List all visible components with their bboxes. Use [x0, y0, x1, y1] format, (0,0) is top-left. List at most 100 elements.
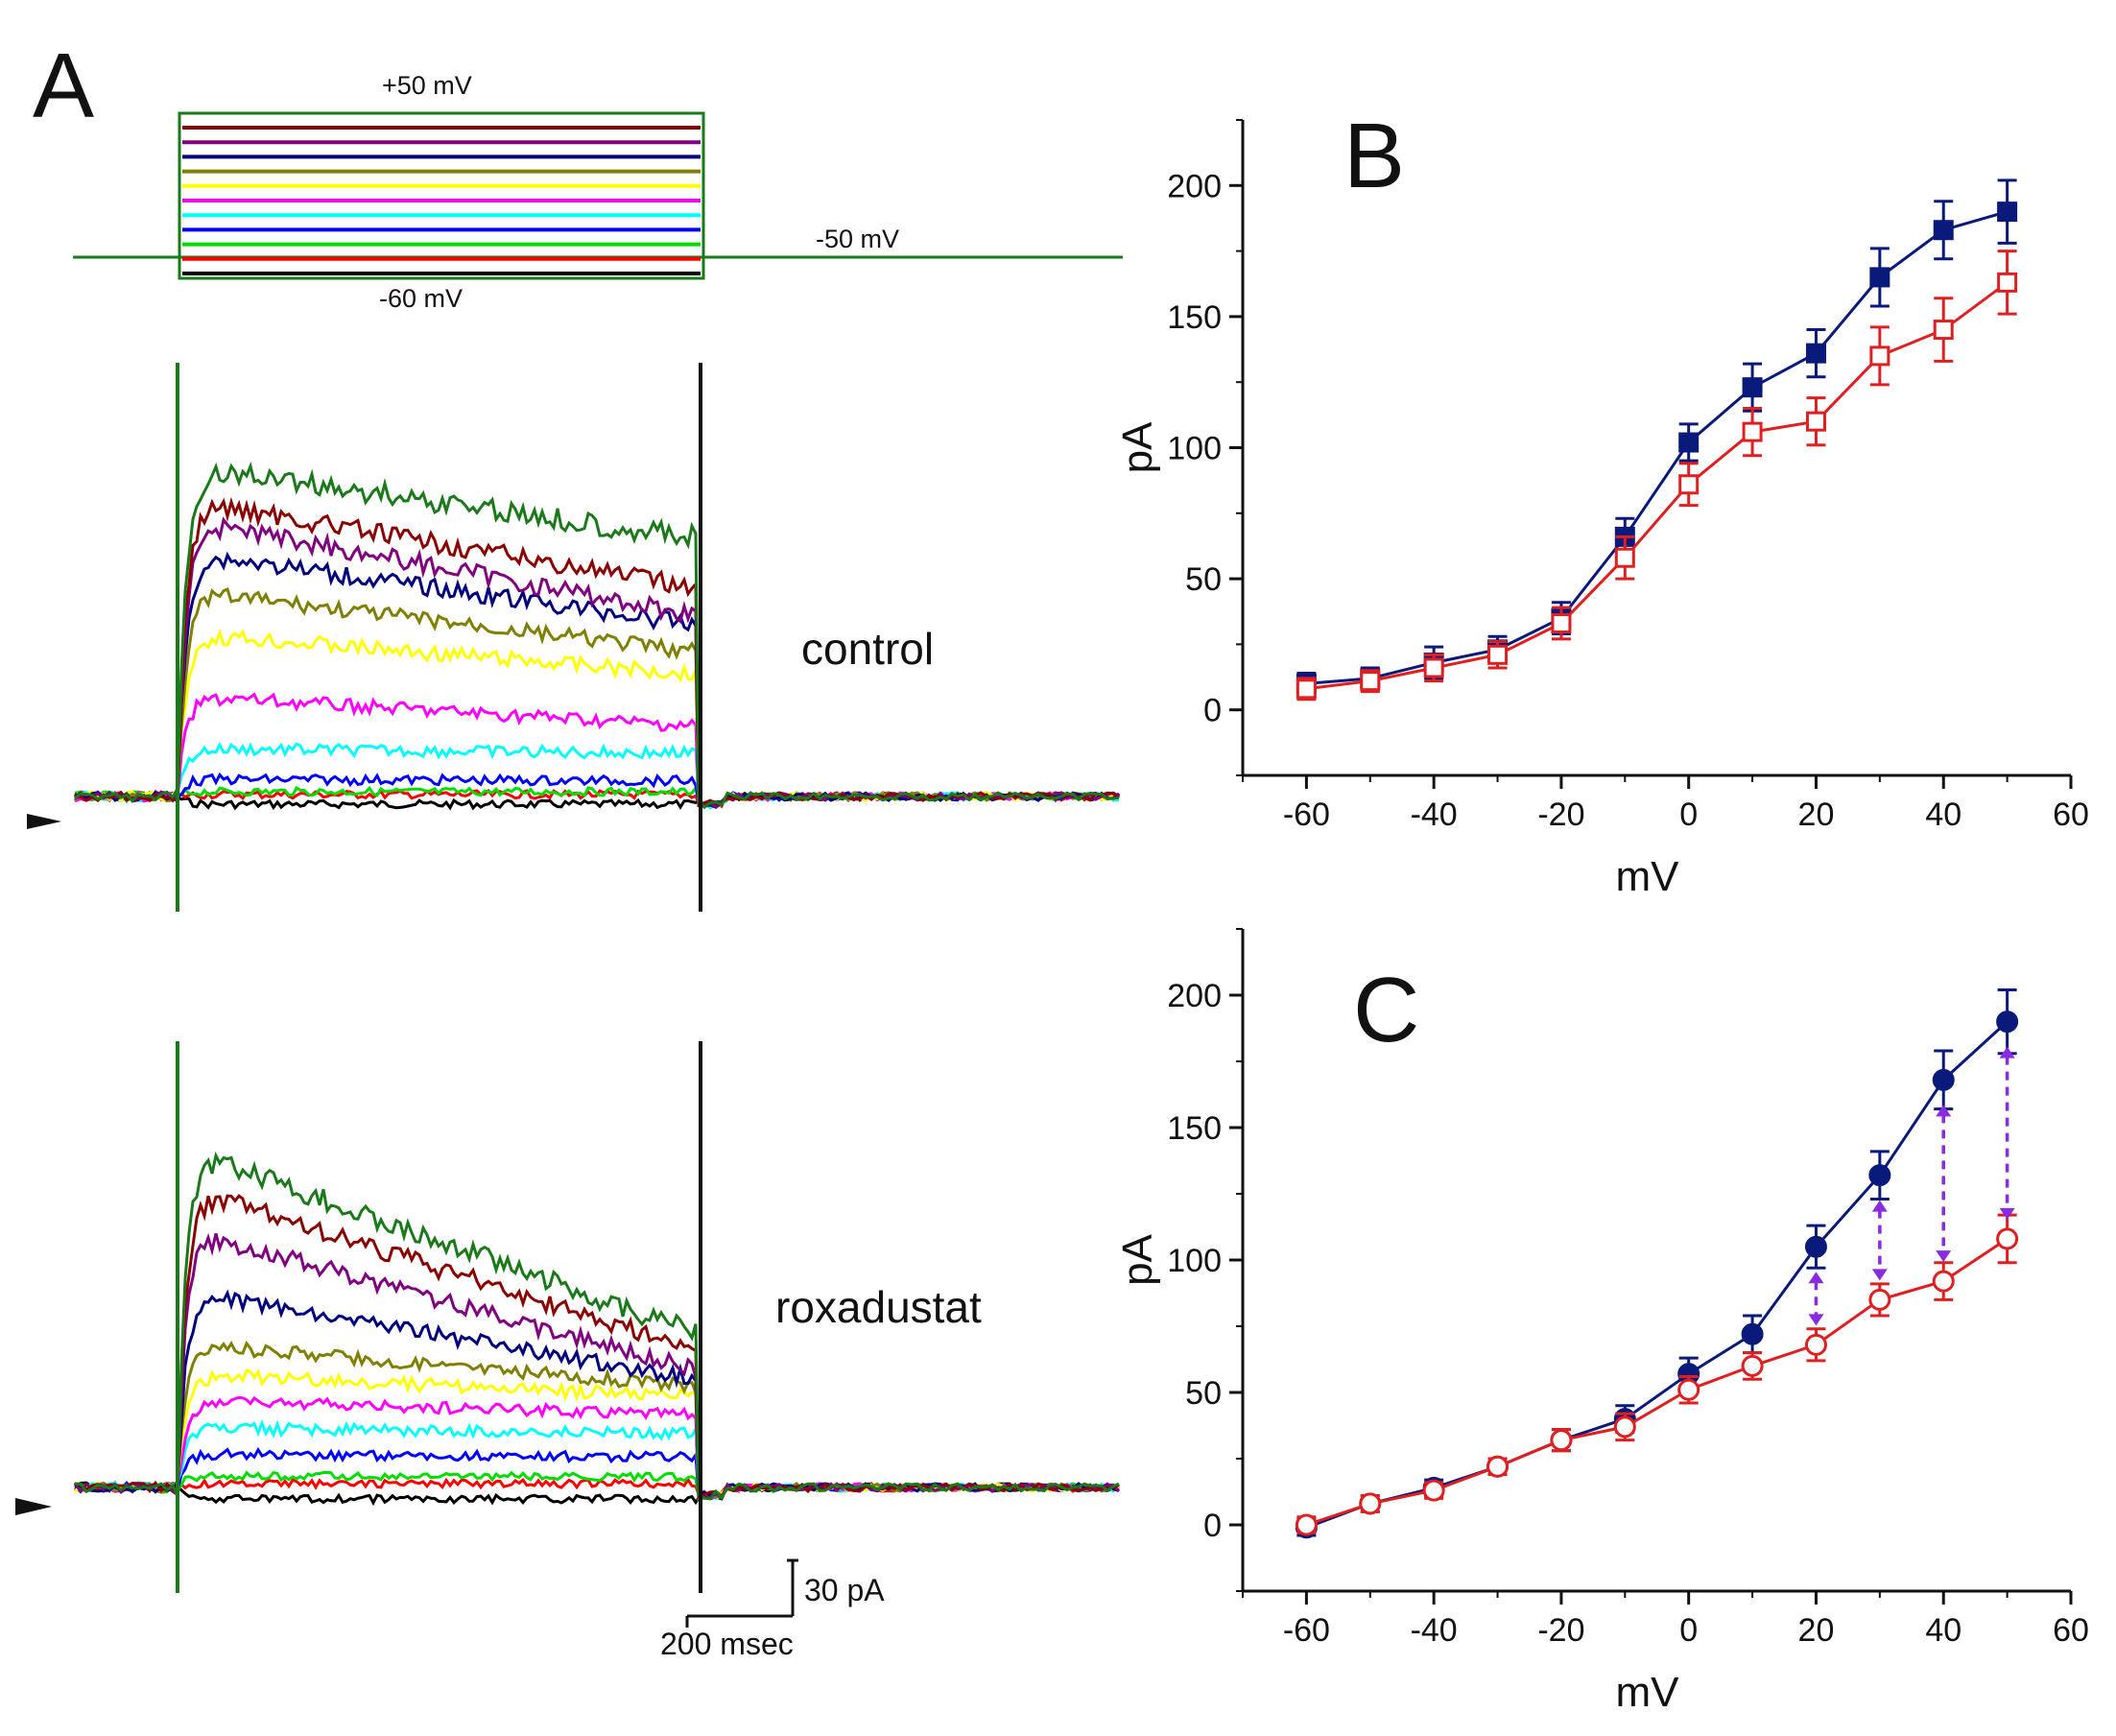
chart-c-arrowhead-down-icon	[1999, 1207, 2015, 1220]
chart-c-y-tick-label: 150	[1167, 1110, 1222, 1147]
control-trace-8	[74, 551, 1120, 809]
chart-b-y-tick-label: 200	[1167, 168, 1222, 204]
chart-b-series-roxadustat-point	[1487, 644, 1509, 665]
control-label: control	[801, 624, 934, 674]
chart-c-arrowhead-down-icon	[1936, 1250, 1952, 1263]
chart-c-series-control-point	[1741, 1322, 1764, 1345]
chart-c-series-roxadustat-point	[1359, 1492, 1382, 1515]
roxadustat-baseline-arrowhead-icon	[15, 1498, 52, 1515]
chart-b-series-control-point	[1805, 343, 1826, 364]
roxadustat-trace-11	[74, 1151, 1120, 1501]
chart-c-series-roxadustat-point	[1932, 1270, 1955, 1293]
step-frame	[178, 111, 705, 280]
chart-b-series-roxadustat-point	[1997, 272, 2018, 293]
chart-c-arrowhead-up-icon	[1936, 1105, 1952, 1117]
chart-c-series-control-line	[1305, 1020, 2009, 1530]
chart-b-series-roxadustat-point	[1614, 547, 1635, 568]
chart-b-series-control-point	[1997, 202, 2018, 223]
chart-b-x-tick-label: 20	[1798, 797, 1835, 833]
chart-c-series-roxadustat-point	[1613, 1415, 1636, 1439]
chart-b-y-tick-label: 100	[1167, 431, 1222, 467]
scale-current-label: 30 pA	[804, 1573, 885, 1607]
chart-c-series-roxadustat-point	[1295, 1513, 1318, 1536]
chart-b-x-axis-label: mV	[1616, 853, 1680, 900]
chart-c-series-control-point	[1868, 1164, 1891, 1187]
chart-b-series-roxadustat-point	[1933, 320, 1954, 341]
chart-c-x-tick-label: 20	[1798, 1612, 1835, 1649]
chart-c-x-tick-label: 40	[1925, 1612, 1961, 1649]
chart-c-arrowhead-down-icon	[1871, 1269, 1888, 1281]
chart-c-series-roxadustat-point	[1486, 1455, 1510, 1478]
chart-c-y-tick-label: 200	[1167, 978, 1222, 1014]
chart-b-series-control-point	[1933, 220, 1954, 241]
chart-c-y-axis-label: pA	[1114, 1233, 1161, 1285]
scale-time-label: 200 msec	[660, 1627, 794, 1661]
chart-b-x-tick-label: 60	[2053, 797, 2089, 833]
chart-b-series-roxadustat-point	[1742, 421, 1763, 442]
chart-b-y-tick-label: 50	[1185, 561, 1222, 598]
protocol-bottom-label: -60 mV	[379, 284, 463, 313]
chart-c-arrowhead-up-icon	[1999, 1046, 2015, 1058]
roxadustat-trace-10	[74, 1194, 1120, 1501]
control-trace-7	[73, 586, 1120, 808]
chart-b-series-control-point	[1869, 267, 1890, 288]
panel-label-c: C	[1353, 959, 1419, 1061]
chart-b-y-axis-label: pA	[1114, 421, 1161, 473]
chart-c-arrowhead-down-icon	[1808, 1314, 1824, 1326]
chart-c-x-axis-label: mV	[1616, 1669, 1680, 1716]
panel-label-b: B	[1343, 105, 1405, 207]
roxadustat-label: roxadustat	[775, 1282, 982, 1332]
chart-c-series-control-point	[1996, 1011, 2019, 1034]
chart-b-series-roxadustat-point	[1360, 671, 1381, 692]
chart-c-x-tick-label: -40	[1411, 1612, 1458, 1649]
control-current-traces	[73, 363, 1121, 912]
chart-b-series-roxadustat-point	[1423, 657, 1444, 678]
iv-chart-b: -60 -40 -20 0 20 40 60 0 50 100 150 200 mV pA	[1114, 119, 2089, 900]
roxadustat-current-traces	[73, 1041, 1121, 1593]
chart-b-x-tick-label: 40	[1925, 797, 1961, 833]
control-trace-10	[74, 496, 1120, 808]
chart-b-series-roxadustat-point	[1869, 345, 1890, 367]
chart-c-series-control-point	[1932, 1068, 1955, 1091]
chart-c-series-roxadustat-point	[1422, 1479, 1445, 1502]
chart-c-series-roxadustat-point	[1677, 1378, 1700, 1401]
chart-c-arrowhead-up-icon	[1808, 1272, 1824, 1284]
chart-c-series-roxadustat-point	[1868, 1288, 1891, 1311]
control-trace-11	[74, 462, 1120, 809]
iv-chart-c: -60 -40 -20 0 20 40 60 0 50 100 150 200 mV pA	[1114, 928, 2089, 1716]
voltage-protocol	[73, 111, 1123, 280]
chart-b-series-roxadustat-line	[1306, 281, 2009, 691]
protocol-top-label: +50 mV	[382, 71, 472, 100]
chart-c-x-tick-label: 60	[2053, 1612, 2089, 1649]
control-trace-5	[74, 692, 1120, 807]
protocol-holding-label: -50 mV	[816, 225, 899, 253]
chart-c-x-tick-label: -20	[1537, 1612, 1584, 1649]
chart-c-series-control-point	[1804, 1235, 1827, 1258]
chart-c-series-roxadustat-point	[1996, 1227, 2019, 1250]
chart-c-x-tick-label: 0	[1679, 1612, 1698, 1649]
chart-c-series-roxadustat-point	[1804, 1333, 1827, 1356]
chart-c-y-tick-label: 0	[1203, 1508, 1222, 1544]
roxadustat-trace-9	[73, 1232, 1121, 1501]
chart-b-series-roxadustat-point	[1805, 411, 1826, 432]
chart-b-y-tick-label: 0	[1203, 693, 1222, 729]
chart-c-arrowhead-up-icon	[1871, 1200, 1888, 1212]
chart-c-series-roxadustat-point	[1741, 1354, 1764, 1377]
chart-b-x-tick-label: -20	[1537, 797, 1584, 833]
chart-b-series-roxadustat-point	[1678, 474, 1700, 495]
chart-b-x-tick-label: -60	[1283, 797, 1330, 833]
chart-b-series-roxadustat-point	[1296, 678, 1317, 700]
chart-b-series-control-line	[1306, 210, 2009, 685]
scale-bar	[685, 1558, 798, 1628]
chart-c-y-tick-label: 100	[1167, 1243, 1222, 1279]
chart-b-series-roxadustat-point	[1551, 613, 1572, 634]
chart-b-y-tick-label: 150	[1167, 299, 1222, 336]
panel-label-a: A	[33, 35, 94, 137]
chart-b-series-control-point	[1742, 377, 1763, 398]
chart-c-y-tick-label: 50	[1185, 1375, 1222, 1412]
chart-b-x-tick-label: 0	[1679, 797, 1698, 833]
chart-b-x-tick-label: -40	[1411, 797, 1458, 833]
chart-b-series-control-point	[1678, 432, 1700, 453]
control-baseline-arrowhead-icon	[27, 814, 61, 829]
